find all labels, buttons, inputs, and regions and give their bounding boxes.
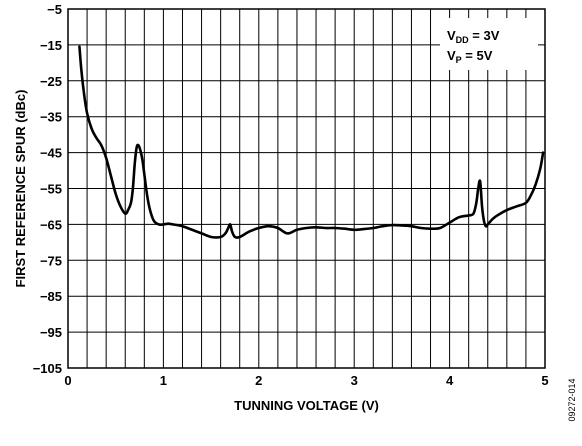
plot-frame bbox=[67, 8, 546, 369]
y-tick-label: −65 bbox=[40, 217, 62, 232]
y-tick-label: −45 bbox=[40, 146, 62, 161]
y-tick-label: −5 bbox=[47, 2, 62, 17]
y-tick-label: −105 bbox=[33, 361, 62, 376]
y-tick-label: −95 bbox=[40, 325, 62, 340]
x-tick-label: 2 bbox=[255, 373, 262, 388]
x-tick-label: 3 bbox=[351, 373, 358, 388]
x-tick-label: 5 bbox=[541, 373, 548, 388]
legend: VDD = 3V VP = 5V bbox=[440, 18, 538, 70]
x-axis-title: TUNNING VOLTAGE (V) bbox=[234, 398, 379, 413]
x-tick-label: 0 bbox=[64, 373, 71, 388]
y-tick-labels: −5 −15 −25 −35 −45 −55 −65 −75 −85 −95 −105 bbox=[33, 2, 62, 376]
y-tick-label: −25 bbox=[40, 74, 62, 89]
y-tick-label: −75 bbox=[40, 253, 62, 268]
figure-id: 09272-014 bbox=[567, 378, 577, 421]
legend-box bbox=[440, 18, 538, 70]
y-tick-label: −35 bbox=[40, 110, 62, 125]
y-axis-title: FIRST REFERENCE SPUR (dBc) bbox=[13, 90, 28, 288]
y-tick-label: −15 bbox=[40, 38, 62, 53]
y-tick-label: −55 bbox=[40, 182, 62, 197]
legend-vp: VP = 5V bbox=[447, 48, 493, 65]
x-tick-label: 1 bbox=[160, 373, 167, 388]
x-tick-label: 4 bbox=[446, 373, 454, 388]
spur-curve bbox=[78, 45, 545, 239]
y-tick-label: −85 bbox=[40, 289, 62, 304]
legend-vdd: VDD = 3V bbox=[447, 28, 500, 45]
grid-lines bbox=[68, 9, 545, 368]
x-tick-labels: 0 1 2 3 4 5 bbox=[64, 373, 548, 388]
